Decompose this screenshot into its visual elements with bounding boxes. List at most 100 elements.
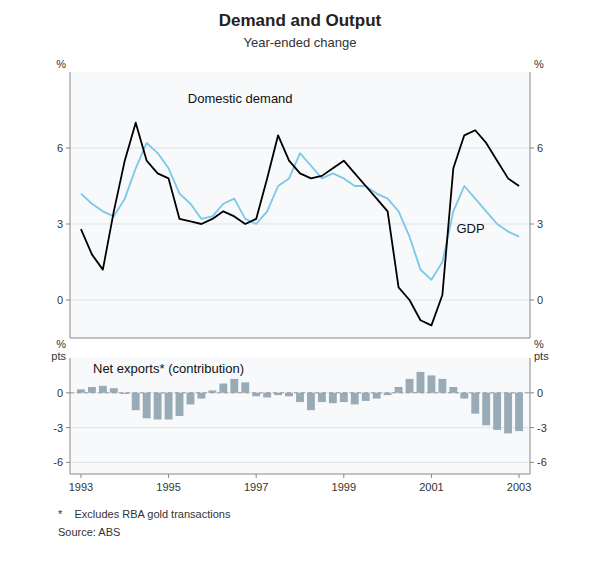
y-axis-line [70, 72, 71, 338]
x-axis-line [70, 474, 530, 475]
line [81, 123, 519, 326]
bar [143, 393, 151, 419]
bar [351, 393, 359, 405]
x-tick-label: 1997 [244, 481, 268, 493]
bar [285, 393, 293, 396]
y2-tick-label: -6 [537, 456, 547, 468]
x-tick-label: 1999 [332, 481, 356, 493]
panel: 036036%%Domestic demandGDP [56, 58, 544, 338]
bar [340, 393, 348, 402]
x-tick-label: 1993 [69, 481, 93, 493]
bar [187, 393, 195, 405]
bar [406, 379, 414, 393]
bar [176, 393, 184, 416]
x-tick [168, 474, 169, 478]
y-tick [66, 392, 70, 393]
data-group [81, 123, 519, 326]
bar [77, 389, 85, 392]
x-tick [80, 474, 81, 478]
x-tick-label: 2003 [507, 481, 531, 493]
y-tick [66, 427, 70, 428]
plot-background [70, 72, 530, 338]
bar [373, 393, 381, 399]
y2-tick-label: 0 [537, 387, 543, 399]
chart-canvas: Demand and OutputYear-ended change036036… [0, 0, 600, 583]
bar [362, 393, 370, 401]
bar [395, 387, 403, 393]
bar [88, 387, 96, 393]
y-tick [66, 224, 70, 225]
panel: -6 -3 0 -6 -3 0 1993 1995 1997 1999 2001 2003 %pts %p… [51, 338, 549, 493]
bar [99, 386, 107, 393]
bar [329, 393, 337, 403]
series-label: Domestic demand [188, 91, 293, 106]
bar [482, 393, 490, 425]
bar [318, 393, 326, 402]
y2-tick [530, 427, 534, 428]
bar [165, 393, 173, 420]
y2-tick [530, 462, 534, 463]
y2-axis-label: %pts [534, 338, 549, 362]
bar [438, 379, 446, 393]
bar [132, 393, 140, 410]
bar [197, 393, 205, 399]
footnote: Source: ABS [58, 526, 120, 538]
line [81, 143, 519, 280]
x-tick-label: 2001 [419, 481, 443, 493]
y-tick-label: 0 [57, 387, 63, 399]
footnote: * Excludes RBA gold transactions [58, 508, 231, 520]
bar [504, 393, 512, 434]
y2-axis-line [530, 72, 531, 338]
bar [241, 382, 249, 392]
y-tick-label: -3 [53, 422, 63, 434]
bar [263, 393, 271, 398]
bar [460, 393, 468, 399]
bar [252, 393, 260, 396]
y-axis-label: %pts [51, 338, 66, 362]
y2-tick [530, 392, 534, 393]
bar [515, 393, 523, 431]
y2-tick-label: -3 [537, 422, 547, 434]
y-tick [66, 300, 70, 301]
subtitle: Year-ended change [243, 35, 356, 50]
y-axis-line [70, 358, 71, 474]
y2-tick-label: 6 [537, 142, 543, 154]
y-tick-label: -6 [53, 456, 63, 468]
title: Demand and Output [219, 11, 382, 30]
bar [154, 393, 162, 420]
y-tick-label: 3 [57, 218, 63, 230]
grid-line [70, 427, 530, 428]
y2-tick-label: 0 [537, 294, 543, 306]
bar [296, 393, 304, 402]
y-axis-label: % [56, 58, 66, 70]
series-label: GDP [456, 221, 484, 236]
y2-tick [530, 148, 534, 149]
y2-axis-line [530, 358, 531, 474]
y-tick-label: 0 [57, 294, 63, 306]
bar [110, 388, 118, 393]
grid-line [70, 300, 530, 301]
bar [230, 379, 238, 393]
bar [471, 393, 479, 414]
x-tick [343, 474, 344, 478]
zero-line [70, 392, 530, 393]
x-tick-label: 1995 [156, 481, 180, 493]
y-tick-label: 6 [57, 142, 63, 154]
bar [417, 372, 425, 393]
bar [219, 384, 227, 393]
y-tick [66, 148, 70, 149]
y-tick [66, 462, 70, 463]
bar [493, 393, 501, 430]
y2-tick [530, 300, 534, 301]
grid-line [70, 462, 530, 463]
plot-background [70, 358, 530, 474]
x-axis-line [70, 338, 530, 339]
series-label: Net exports* (contribution) [93, 361, 244, 376]
x-tick [431, 474, 432, 478]
y2-tick [530, 224, 534, 225]
x-tick [519, 474, 520, 478]
bar [449, 387, 457, 393]
bar [307, 393, 315, 410]
x-tick [256, 474, 257, 478]
y2-axis-label: % [534, 58, 544, 70]
